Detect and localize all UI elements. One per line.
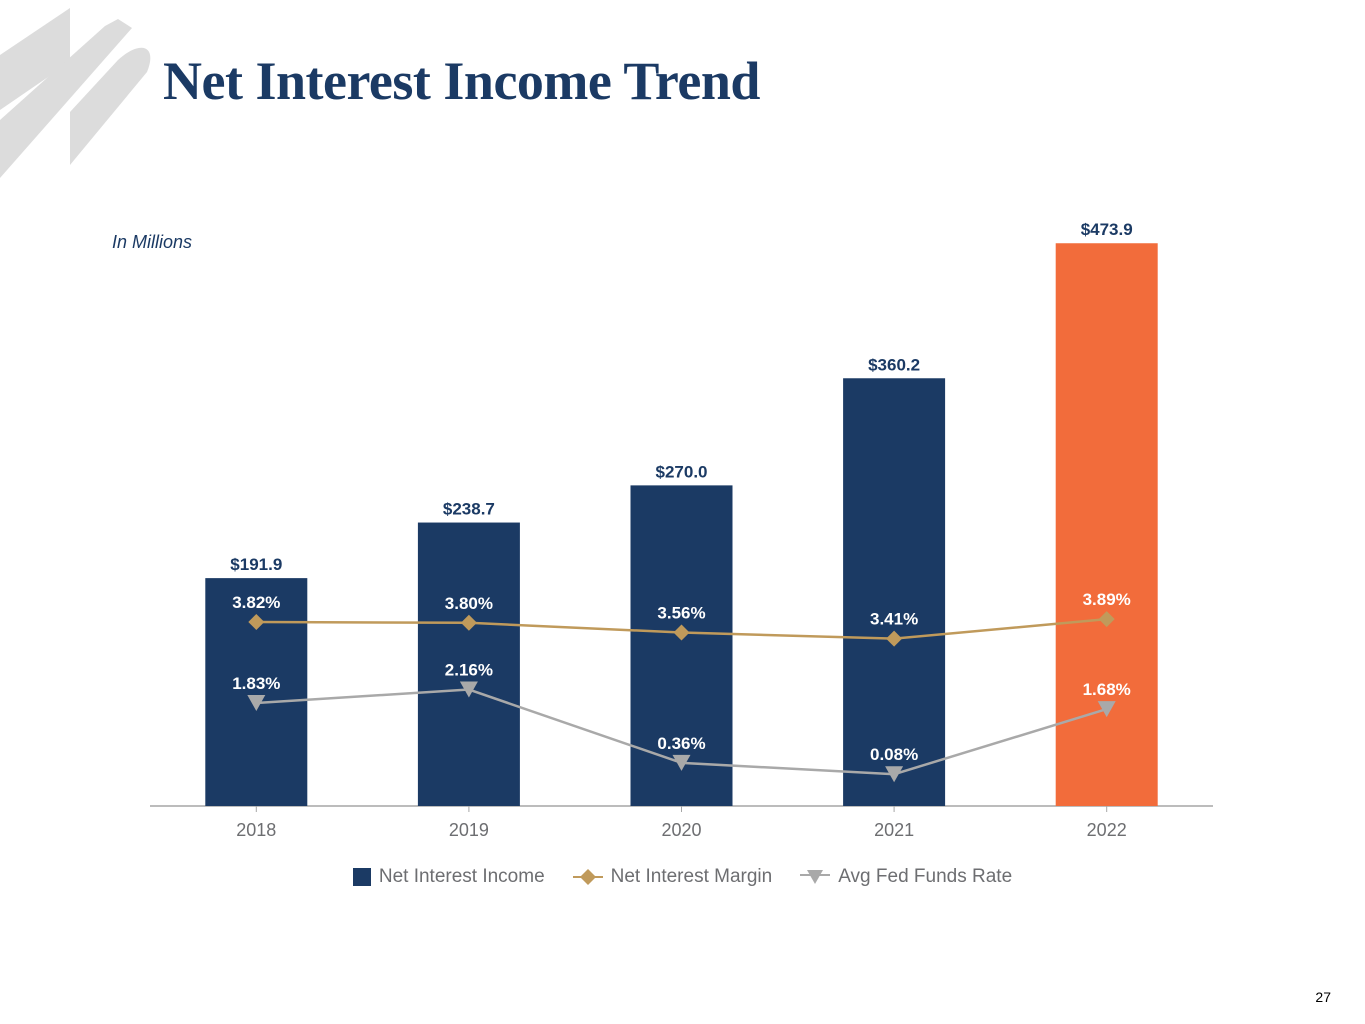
net-interest-income-chart: 2018 2019 2020 2021 2022 $191.9 $238.7 $270.0 $3… [150,220,1213,840]
net-interest-margin-marker [673,624,690,641]
avg-fed-funds-rate-label: 2.16% [445,661,493,680]
page-title: Net Interest Income Trend [163,51,760,111]
avg-fed-funds-rate-label: 0.36% [657,734,705,753]
bar-net-interest-income [630,485,733,806]
legend-label: Net Interest Margin [610,866,773,887]
bar-net-interest-income [1055,243,1158,806]
net-interest-margin-marker [248,613,265,630]
legend-diamond-marker [572,869,603,885]
x-tick-label: 2022 [1087,820,1127,840]
units-note: In Millions [112,232,193,252]
bar-net-interest-income [417,522,520,806]
net-interest-margin-marker [886,630,903,647]
bar-value-label: $238.7 [443,500,495,519]
avg-fed-funds-rate-label: 0.08% [870,745,918,764]
net-interest-margin-marker [1098,611,1115,628]
avg-fed-funds-rate-label: 1.68% [1083,680,1131,699]
company-logo [0,8,151,178]
net-interest-margin-label: 3.56% [657,604,705,623]
bar-value-label: $360.2 [868,355,920,374]
legend-item-net-interest-income: Net Interest Income [352,866,545,888]
legend-label: Net Interest Income [378,866,545,887]
x-tick-label: 2019 [449,820,489,840]
net-interest-margin-label: 3.41% [870,610,918,629]
avg-fed-funds-rate-marker [1097,701,1116,718]
chart-legend: Net Interest Income Net Interest Margin … [0,866,1365,888]
legend-item-net-interest-margin: Net Interest Margin [572,866,773,888]
bar-value-label: $191.9 [230,555,282,574]
avg-fed-funds-rate-marker [885,766,904,783]
legend-triangle-marker [800,870,831,884]
x-tick-label: 2018 [236,820,276,840]
bar-value-label: $473.9 [1081,220,1133,239]
x-tick-label: 2021 [874,820,914,840]
page-number: 27 [1315,989,1331,1005]
net-interest-margin-marker [460,614,477,631]
avg-fed-funds-rate-marker [672,754,691,771]
net-interest-margin-label: 3.89% [1083,590,1131,609]
net-interest-margin-label: 3.82% [232,593,280,612]
avg-fed-funds-rate-marker [459,681,478,698]
bar-value-label: $270.0 [656,462,708,481]
avg-fed-funds-rate-label: 1.83% [232,674,280,693]
avg-fed-funds-rate-marker [247,694,266,711]
net-interest-margin-label: 3.80% [445,594,493,613]
legend-item-avg-fed-funds-rate: Avg Fed Funds Rate [800,866,1012,888]
bar-net-interest-income [843,378,946,806]
x-tick-label: 2020 [661,820,701,840]
legend-bar-swatch [352,868,371,886]
legend-label: Avg Fed Funds Rate [838,866,1013,887]
